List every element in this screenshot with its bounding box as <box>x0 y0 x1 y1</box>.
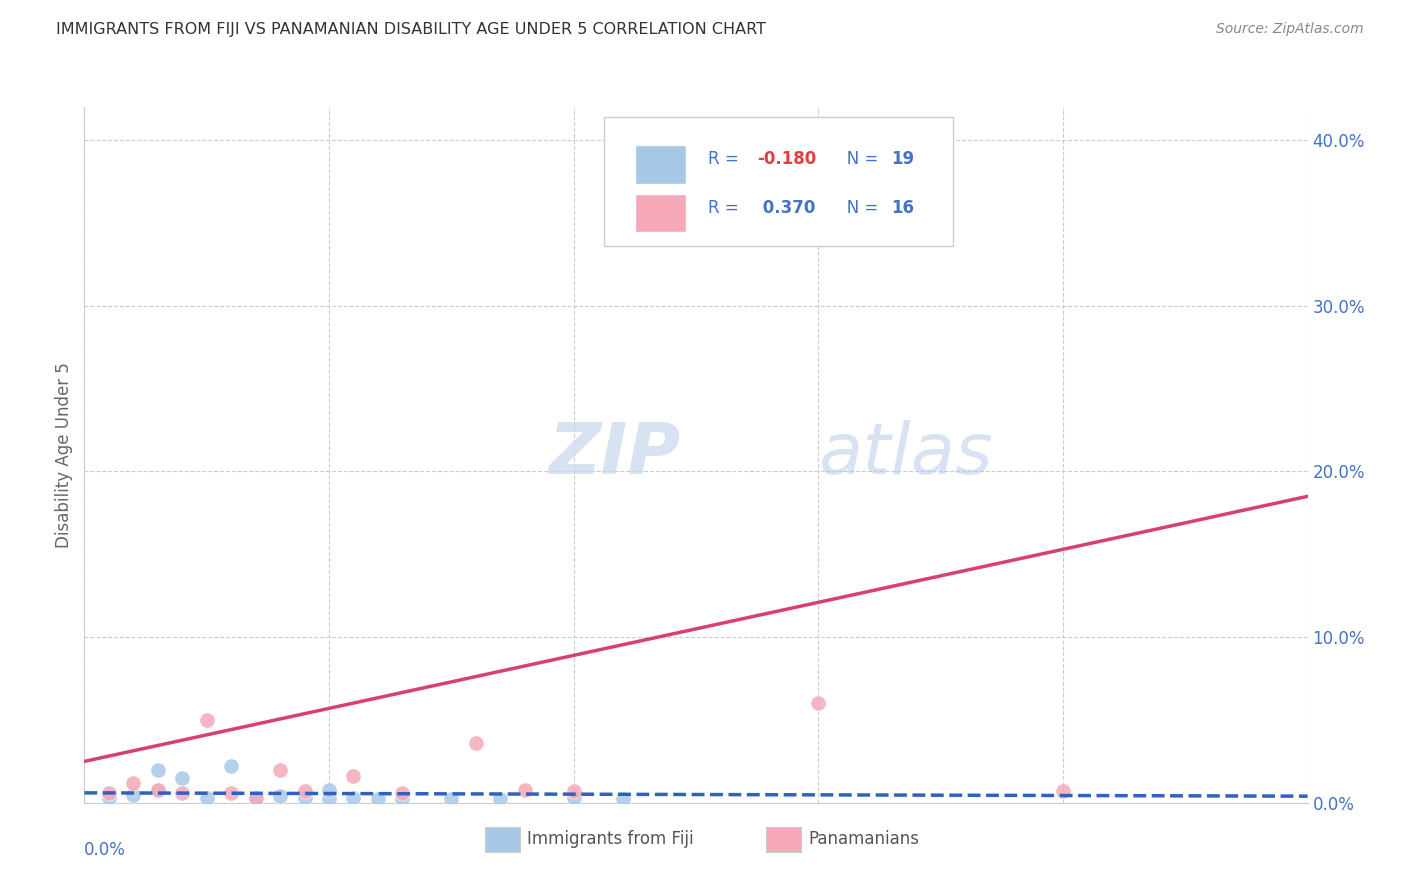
Text: 16: 16 <box>891 199 915 217</box>
Point <box>612 792 634 806</box>
Point <box>440 792 463 806</box>
Point <box>391 786 413 800</box>
Text: N =: N = <box>831 150 883 169</box>
Text: 19: 19 <box>891 150 915 169</box>
Point <box>294 784 316 798</box>
Point <box>562 790 585 805</box>
FancyBboxPatch shape <box>636 145 686 184</box>
Point <box>562 784 585 798</box>
Point <box>97 786 120 800</box>
Text: 0.370: 0.370 <box>758 199 815 217</box>
Point <box>269 763 291 777</box>
Point <box>219 786 242 800</box>
Point <box>342 790 364 805</box>
Point <box>122 788 145 802</box>
Point <box>489 792 512 806</box>
Point <box>97 790 120 805</box>
Point <box>318 792 340 806</box>
Point <box>146 782 169 797</box>
Point <box>245 790 267 805</box>
Point <box>122 776 145 790</box>
Point <box>464 736 486 750</box>
Point <box>807 697 830 711</box>
Point <box>219 759 242 773</box>
Text: R =: R = <box>709 199 744 217</box>
Point <box>146 763 169 777</box>
Point <box>367 792 389 806</box>
Text: 0.0%: 0.0% <box>84 841 127 859</box>
FancyBboxPatch shape <box>636 194 686 232</box>
Point <box>318 782 340 797</box>
Point <box>172 771 194 785</box>
Point <box>269 789 291 804</box>
Y-axis label: Disability Age Under 5: Disability Age Under 5 <box>55 362 73 548</box>
Point <box>1052 784 1074 798</box>
Text: Panamanians: Panamanians <box>808 830 920 848</box>
Text: -0.180: -0.180 <box>758 150 817 169</box>
Point <box>172 786 194 800</box>
Text: Immigrants from Fiji: Immigrants from Fiji <box>527 830 695 848</box>
Text: R =: R = <box>709 150 744 169</box>
Text: Source: ZipAtlas.com: Source: ZipAtlas.com <box>1216 22 1364 37</box>
Point <box>391 792 413 806</box>
FancyBboxPatch shape <box>605 118 953 246</box>
Text: ZIP: ZIP <box>550 420 682 490</box>
Text: N =: N = <box>831 199 883 217</box>
Point <box>245 790 267 805</box>
Point <box>195 790 218 805</box>
Text: atlas: atlas <box>818 420 993 490</box>
Point <box>513 782 536 797</box>
Point <box>342 769 364 783</box>
Text: IMMIGRANTS FROM FIJI VS PANAMANIAN DISABILITY AGE UNDER 5 CORRELATION CHART: IMMIGRANTS FROM FIJI VS PANAMANIAN DISAB… <box>56 22 766 37</box>
Point <box>294 790 316 805</box>
Point <box>195 713 218 727</box>
Point <box>146 782 169 797</box>
